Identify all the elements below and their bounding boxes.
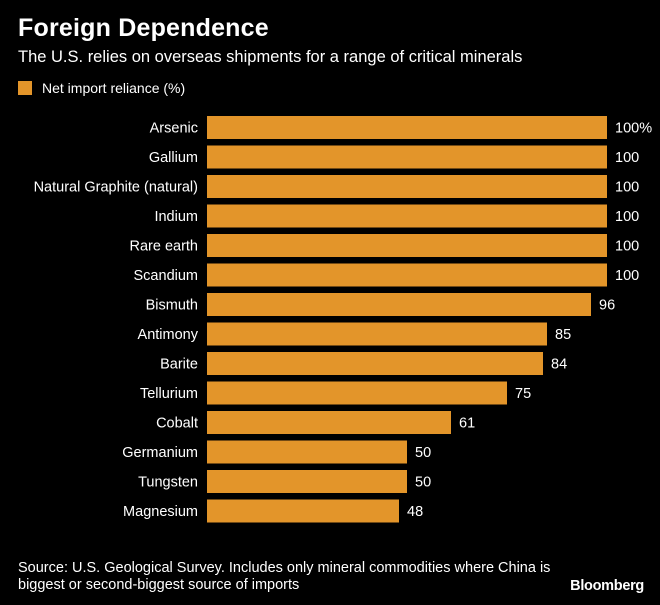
category-label: Rare earth <box>129 239 198 255</box>
category-label: Cobalt <box>156 416 198 432</box>
value-label: 100 <box>615 268 639 284</box>
bar <box>207 145 607 169</box>
category-label: Scandium <box>134 268 198 284</box>
bar <box>207 175 607 198</box>
bar <box>207 263 607 287</box>
legend-label: Net import reliance (%) <box>42 80 186 96</box>
bar <box>207 499 399 523</box>
category-label: Gallium <box>149 150 198 166</box>
bar <box>207 352 543 375</box>
legend: Net import reliance (%) <box>18 80 185 96</box>
bar <box>207 322 547 346</box>
chart-title: Foreign Dependence <box>18 14 269 42</box>
chart-subtitle: The U.S. relies on overseas shipments fo… <box>18 48 523 66</box>
bar <box>207 470 407 493</box>
category-label: Antimony <box>138 327 199 343</box>
value-label: 61 <box>459 416 475 432</box>
value-label: 85 <box>555 327 571 343</box>
category-label: Tungsten <box>138 475 198 491</box>
bar <box>207 293 591 316</box>
category-label: Magnesium <box>123 504 198 520</box>
category-label: Germanium <box>122 445 198 461</box>
value-label: 50 <box>415 475 431 491</box>
value-label: 84 <box>551 357 567 373</box>
value-label: 50 <box>415 445 431 461</box>
bar <box>207 204 607 228</box>
bar-chart: Arsenic 100% Gallium 100 Natural Graphite (n… <box>34 116 652 523</box>
category-label: Barite <box>160 357 198 373</box>
value-label: 100 <box>615 180 639 196</box>
bar <box>207 381 507 405</box>
bar <box>207 440 407 464</box>
value-label: 100 <box>615 150 639 166</box>
source-note: Source: U.S. Geological Survey. Includes… <box>18 560 551 593</box>
value-label: 100 <box>615 209 639 225</box>
brand-logo: Bloomberg <box>570 578 644 594</box>
category-label: Bismuth <box>146 298 198 314</box>
value-label: 100% <box>615 121 652 137</box>
value-label: 48 <box>407 504 423 520</box>
bar <box>207 411 451 434</box>
category-label: Tellurium <box>140 386 198 402</box>
category-label: Natural Graphite (natural) <box>34 180 198 196</box>
bar <box>207 116 607 139</box>
value-label: 75 <box>515 386 531 402</box>
category-label: Arsenic <box>150 121 198 137</box>
legend-swatch-icon <box>18 81 32 95</box>
value-label: 100 <box>615 239 639 255</box>
value-label: 96 <box>599 298 615 314</box>
category-label: Indium <box>154 209 198 225</box>
bar <box>207 234 607 257</box>
